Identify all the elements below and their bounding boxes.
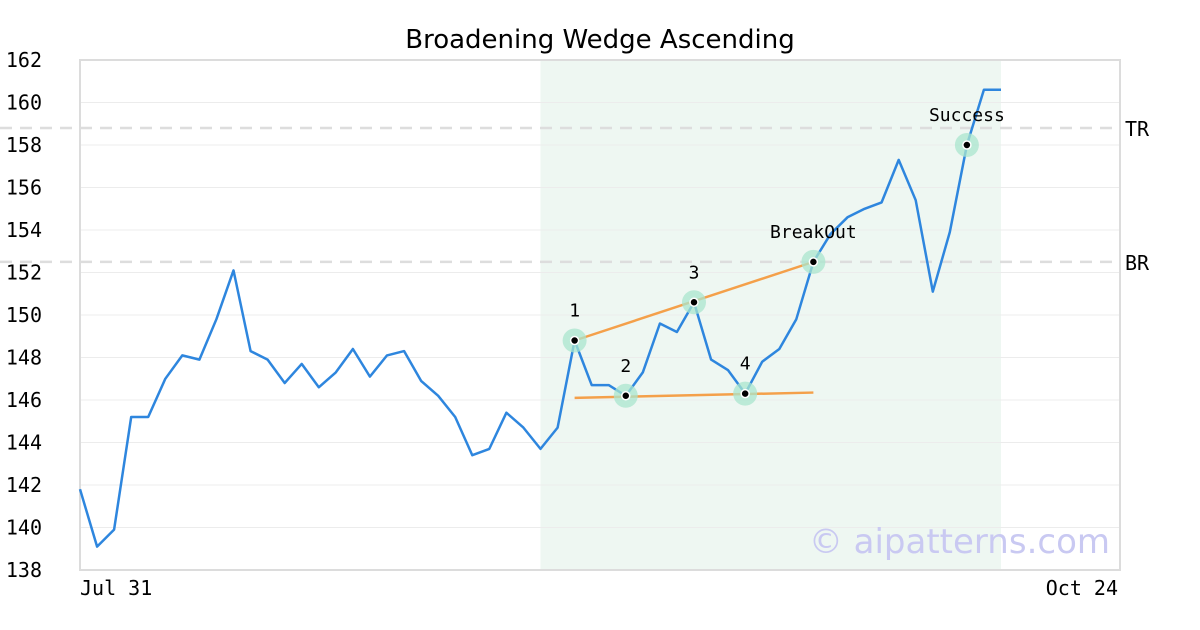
y-tick-label: 148 bbox=[6, 346, 42, 370]
y-tick-label: 162 bbox=[6, 48, 42, 72]
y-tick-label: 160 bbox=[6, 91, 42, 115]
marker-point bbox=[962, 140, 972, 150]
y-tick-label: 154 bbox=[6, 218, 42, 242]
chart-title: Broadening Wedge Ascending bbox=[405, 25, 795, 55]
reference-label-br: BR bbox=[1125, 251, 1150, 275]
y-tick-label: 146 bbox=[6, 388, 42, 412]
watermark: © aipatterns.com bbox=[809, 522, 1110, 562]
y-tick-label: 144 bbox=[6, 431, 42, 455]
x-tick-label: Jul 31 bbox=[80, 576, 152, 600]
y-tick-label: 158 bbox=[6, 133, 42, 157]
price-line bbox=[78, 88, 1001, 548]
annotation-label: Success bbox=[929, 105, 1005, 126]
y-tick-label: 140 bbox=[6, 516, 42, 540]
plot-frame bbox=[79, 59, 1121, 571]
marker-point bbox=[689, 297, 699, 307]
annotation-label: 3 bbox=[689, 262, 700, 283]
y-tick-label: 150 bbox=[6, 303, 42, 327]
annotation-label: 2 bbox=[620, 356, 631, 377]
annotation-label: BreakOut bbox=[770, 222, 857, 243]
marker-point bbox=[569, 335, 580, 346]
marker-point bbox=[740, 388, 750, 399]
y-tick-label: 152 bbox=[6, 261, 42, 285]
annotation-label: 4 bbox=[740, 354, 751, 375]
x-tick-label: Oct 24 bbox=[1046, 576, 1118, 600]
reference-label-tr: TR bbox=[1125, 117, 1150, 141]
marker-point bbox=[621, 391, 631, 401]
marker-point bbox=[808, 257, 819, 267]
y-tick-label: 138 bbox=[6, 558, 42, 582]
y-tick-label: 156 bbox=[6, 176, 42, 200]
annotation-label: 1 bbox=[569, 301, 580, 322]
y-tick-label: 142 bbox=[6, 473, 42, 497]
